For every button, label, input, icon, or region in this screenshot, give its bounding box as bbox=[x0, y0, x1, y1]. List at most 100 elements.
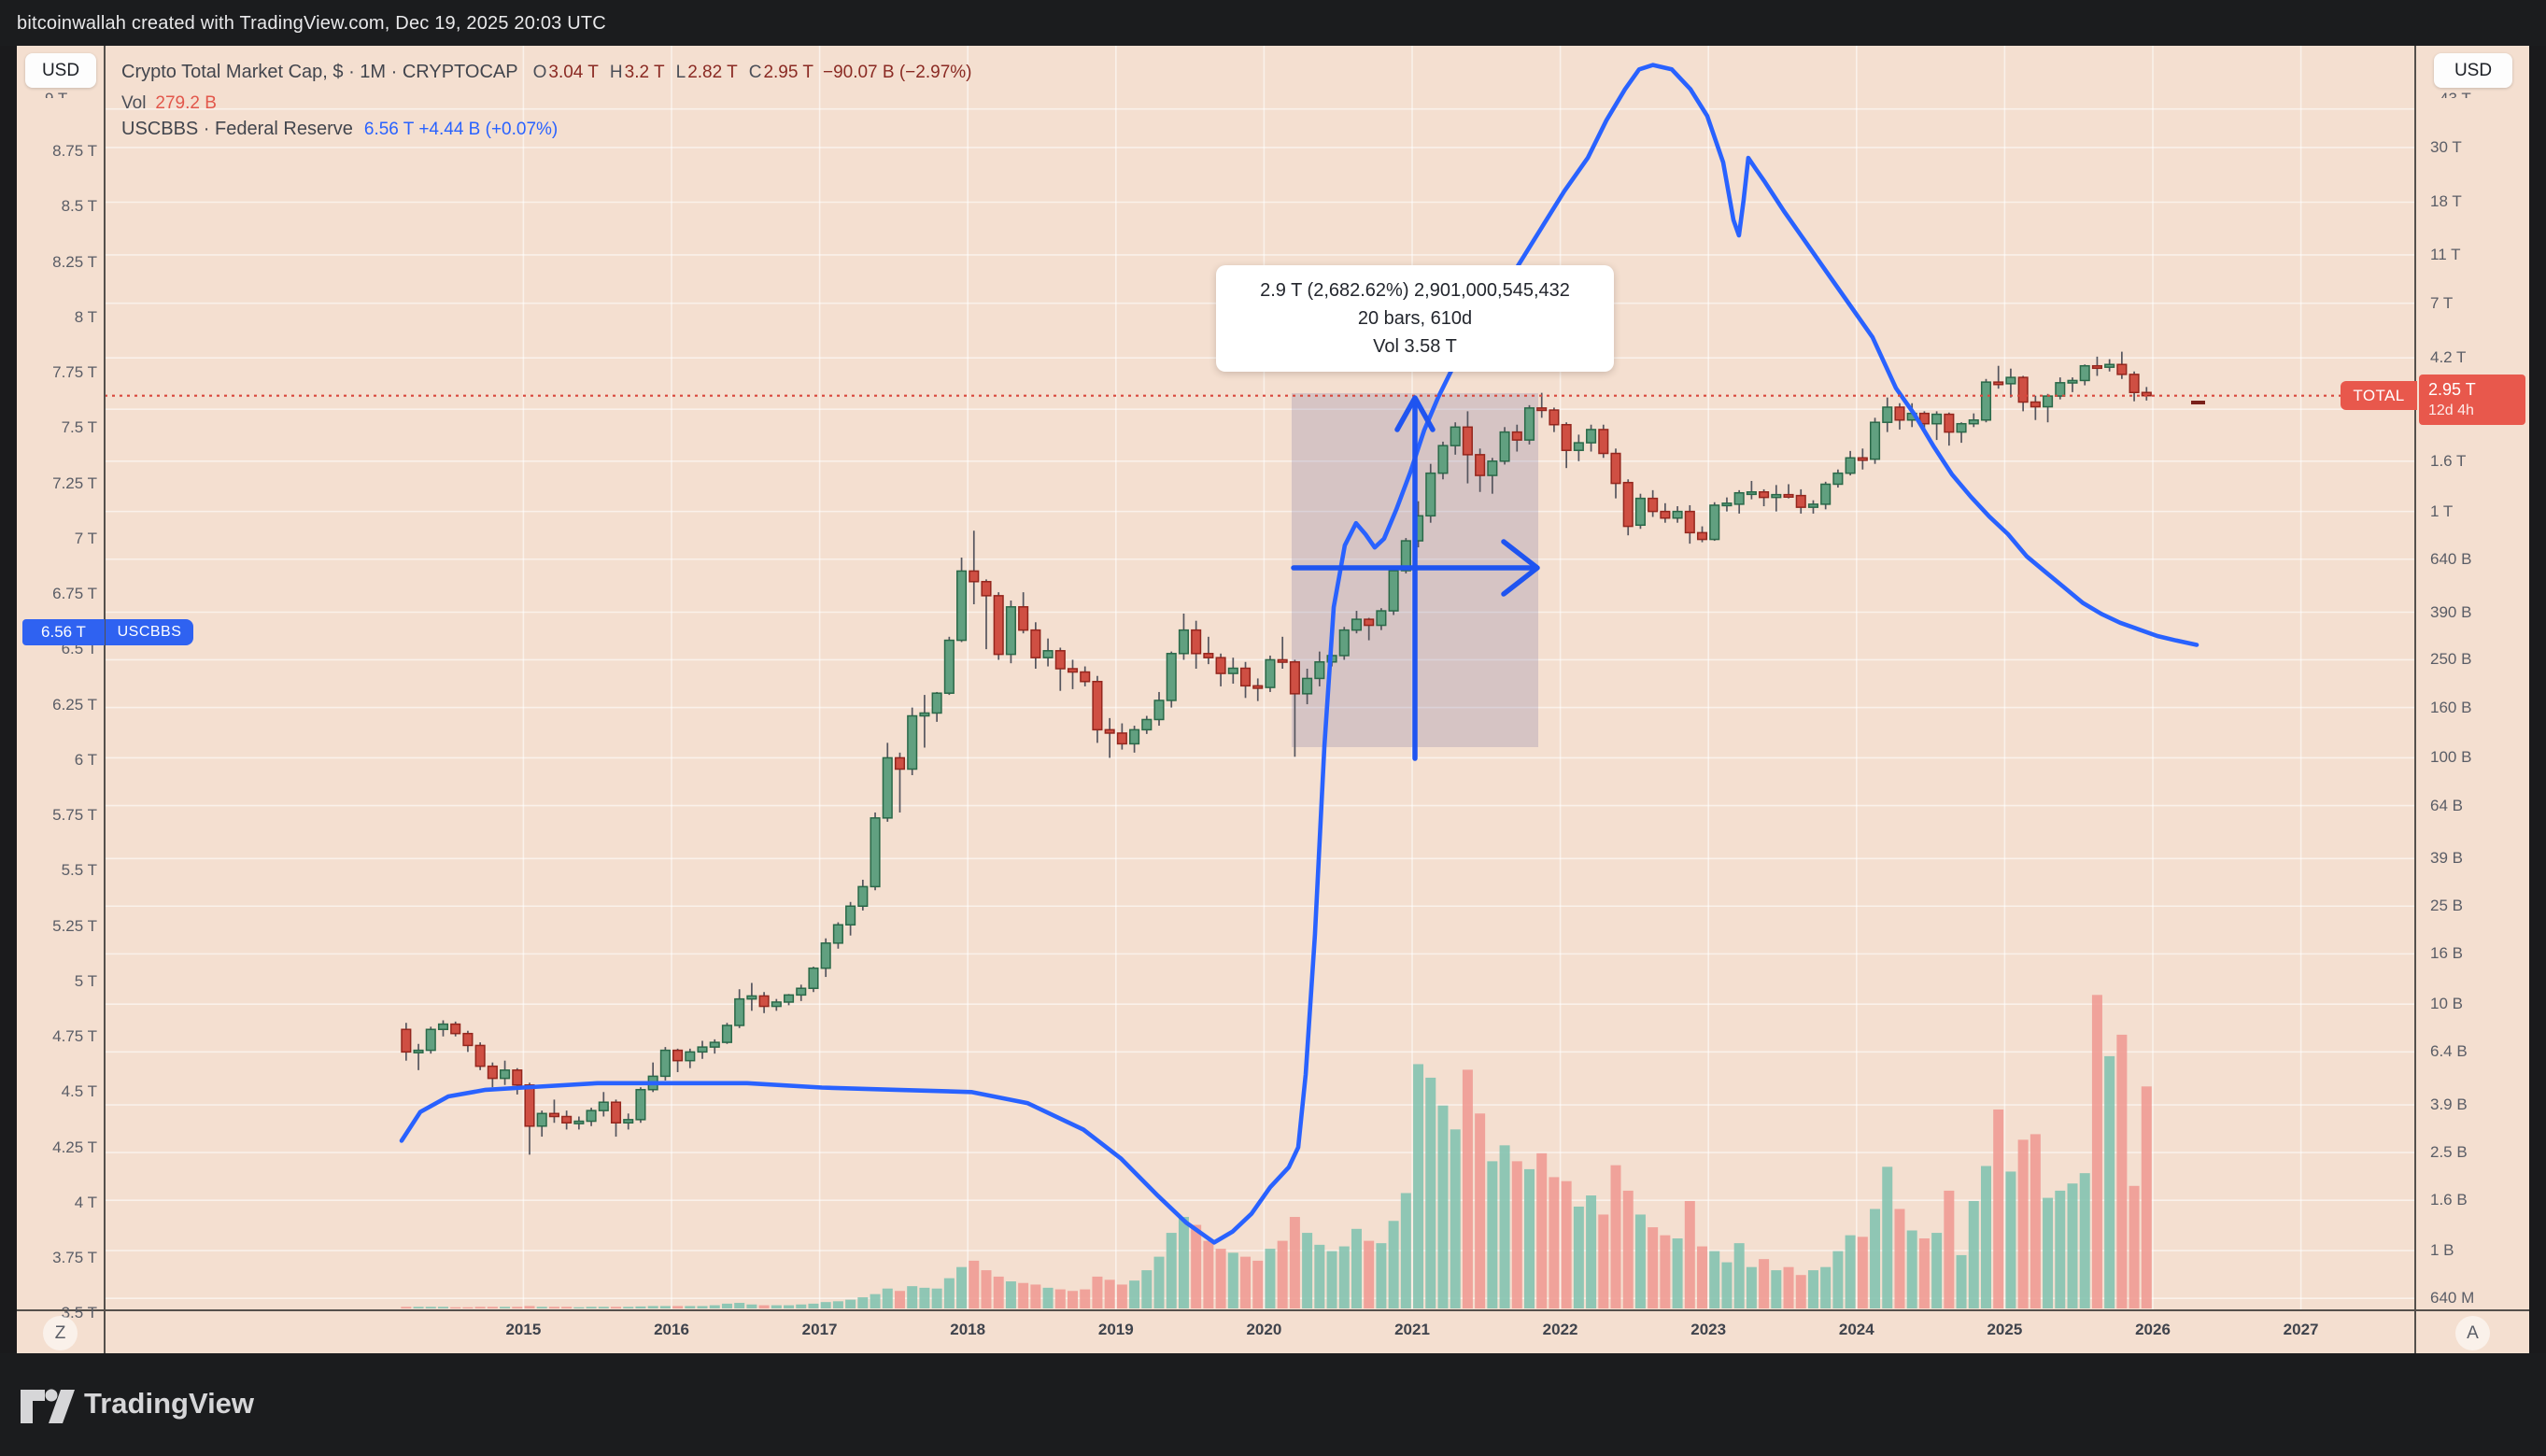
candle bbox=[697, 1046, 708, 1053]
candle bbox=[512, 1069, 523, 1086]
year-label[interactable]: 2015 bbox=[505, 1321, 542, 1338]
candle bbox=[931, 692, 942, 714]
auto-scale-button[interactable]: A bbox=[2455, 1316, 2490, 1350]
uscbbs-line bbox=[399, 63, 2199, 1245]
volume-bar bbox=[2067, 1183, 2078, 1308]
candle bbox=[487, 1065, 498, 1080]
year-label[interactable]: 2018 bbox=[950, 1321, 986, 1338]
candle bbox=[1882, 406, 1893, 423]
right-currency-button[interactable]: USD bbox=[2434, 53, 2512, 88]
symbol-title: Crypto Total Market Cap, $ · 1M · CRYPTO… bbox=[121, 62, 518, 82]
left-axis-tick: 8 T bbox=[74, 307, 97, 326]
year-label[interactable]: 2016 bbox=[654, 1321, 689, 1338]
candle bbox=[857, 885, 869, 908]
year-label[interactable]: 2023 bbox=[1690, 1321, 1727, 1338]
candle bbox=[1648, 497, 1659, 513]
candle bbox=[1610, 452, 1621, 485]
candle bbox=[524, 1083, 535, 1127]
clipped-right-tick: 43 T bbox=[2440, 90, 2486, 98]
price-chart-canvas[interactable] bbox=[17, 46, 2529, 1353]
clipped-left-tick: 9 T bbox=[45, 90, 86, 98]
candle bbox=[450, 1023, 461, 1035]
right-axis-tick: 25 B bbox=[2430, 897, 2463, 915]
candle bbox=[1845, 457, 1856, 474]
timezone-button[interactable]: Z bbox=[43, 1316, 78, 1350]
volume-bar bbox=[1993, 1110, 2004, 1308]
candle bbox=[1487, 460, 1498, 476]
year-label[interactable]: 2027 bbox=[2283, 1321, 2319, 1338]
volume-bar bbox=[1832, 1251, 1844, 1308]
candle bbox=[623, 1119, 634, 1124]
tradingview-logo-icon bbox=[21, 1389, 75, 1423]
candle bbox=[1696, 531, 1708, 541]
left-currency-button[interactable]: USD bbox=[25, 53, 96, 88]
candle bbox=[1054, 650, 1066, 670]
right-axis-tick: 39 B bbox=[2430, 849, 2463, 868]
year-label[interactable]: 2022 bbox=[1542, 1321, 1578, 1338]
candle bbox=[1376, 610, 1387, 627]
volume-bar bbox=[1326, 1251, 1337, 1308]
candle bbox=[1622, 481, 1634, 528]
left-axis-tick: 7 T bbox=[74, 529, 97, 547]
volume-bar bbox=[1894, 1209, 1905, 1308]
indicator-legend[interactable]: USCBBS · Federal Reserve 6.56 T +4.44 B … bbox=[121, 119, 558, 140]
left-axis-tick: 4.25 T bbox=[52, 1138, 97, 1156]
left-axis-tick: 5.5 T bbox=[61, 861, 97, 880]
candle bbox=[969, 570, 980, 583]
left-axis-tick: 8.75 T bbox=[52, 142, 97, 160]
year-label[interactable]: 2025 bbox=[1987, 1321, 2023, 1338]
right-axis-tick: 390 B bbox=[2430, 602, 2472, 621]
volume-bar bbox=[1203, 1240, 1214, 1308]
candle bbox=[1807, 503, 1819, 508]
candle bbox=[1759, 490, 1770, 499]
year-label[interactable]: 2017 bbox=[801, 1321, 838, 1338]
right-axis-tick: 160 B bbox=[2430, 698, 2472, 716]
volume-bar bbox=[1042, 1287, 1054, 1308]
volume-bar bbox=[1376, 1243, 1387, 1308]
volume-bar bbox=[1475, 1113, 1486, 1308]
year-label[interactable]: 2021 bbox=[1394, 1321, 1430, 1338]
candle bbox=[894, 756, 906, 770]
candle bbox=[1733, 491, 1745, 505]
volume-bar bbox=[524, 1306, 535, 1308]
candle bbox=[462, 1032, 474, 1047]
volume-bar bbox=[635, 1306, 646, 1308]
volume-bar bbox=[894, 1291, 905, 1308]
volume-bar bbox=[1795, 1275, 1806, 1308]
candle bbox=[808, 967, 819, 989]
year-label[interactable]: 2020 bbox=[1246, 1321, 1282, 1338]
candle bbox=[1450, 426, 1461, 446]
right-axis-tick: 11 T bbox=[2430, 245, 2461, 263]
volume-bar bbox=[1759, 1259, 1770, 1308]
volume-legend[interactable]: Vol 279.2 B bbox=[121, 93, 217, 114]
candle bbox=[2104, 363, 2115, 368]
volume-bar bbox=[784, 1305, 795, 1308]
candle bbox=[2043, 395, 2054, 408]
volume-bar bbox=[2030, 1134, 2041, 1308]
volume-bar bbox=[1437, 1105, 1449, 1308]
tradingview-logo-text: TradingView bbox=[84, 1387, 255, 1420]
year-label[interactable]: 2026 bbox=[2135, 1321, 2171, 1338]
volume-bar bbox=[2017, 1139, 2029, 1308]
volume-bar bbox=[425, 1307, 436, 1308]
symbol-legend[interactable]: Crypto Total Market Cap, $ · 1M · CRYPTO… bbox=[121, 62, 971, 83]
right-axis-separator bbox=[2414, 46, 2416, 1353]
candle bbox=[685, 1051, 696, 1062]
left-axis-tick: 5.75 T bbox=[52, 806, 97, 824]
time-axis-separator bbox=[17, 1309, 2529, 1311]
candle bbox=[1178, 629, 1189, 655]
candle bbox=[659, 1049, 671, 1078]
candle bbox=[1918, 412, 1930, 425]
candle bbox=[820, 942, 831, 969]
volume-bar bbox=[919, 1287, 930, 1308]
right-axis-tick: 3.9 B bbox=[2430, 1096, 2468, 1114]
candle bbox=[1215, 657, 1226, 674]
volume-bar bbox=[2129, 1185, 2140, 1308]
year-label[interactable]: 2019 bbox=[1097, 1321, 1134, 1338]
volume-bar bbox=[1882, 1166, 1893, 1308]
volume-bar bbox=[1733, 1243, 1745, 1308]
volume-bar bbox=[1104, 1279, 1115, 1308]
year-label[interactable]: 2024 bbox=[1838, 1321, 1874, 1338]
volume-bar bbox=[1302, 1233, 1313, 1308]
candle bbox=[1191, 629, 1202, 655]
